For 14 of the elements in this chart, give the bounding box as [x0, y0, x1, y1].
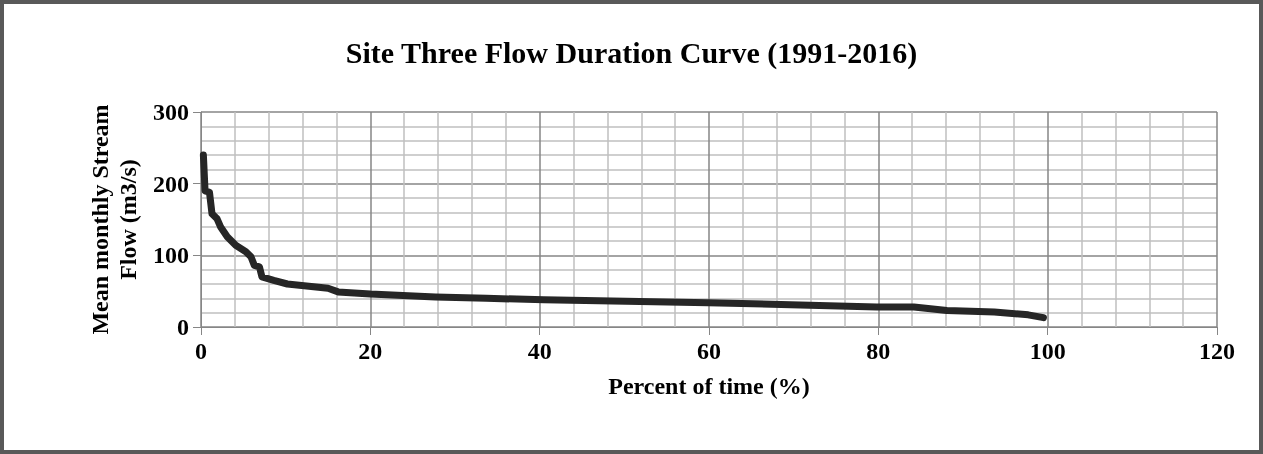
y-tick-label: 0	[177, 314, 189, 340]
x-axis-title: Percent of time (%)	[608, 373, 810, 399]
y-axis-title: Mean monthly Stream Flow (m3/s)	[87, 104, 142, 335]
chart-title: Site Three Flow Duration Curve (1991-2016)	[345, 35, 918, 70]
x-tick-label: 120	[1199, 338, 1235, 364]
x-tick-label: 80	[866, 338, 891, 364]
y-tick-label: 300	[153, 99, 189, 125]
x-tick-label: 100	[1029, 338, 1066, 364]
x-tick-label: 20	[358, 338, 383, 364]
x-tick-label: 40	[527, 338, 552, 364]
y-tick-label: 100	[153, 242, 189, 269]
x-tick-label: 0	[195, 338, 207, 364]
x-tick-label: 60	[697, 338, 721, 364]
y-tick-label: 200	[153, 170, 189, 197]
